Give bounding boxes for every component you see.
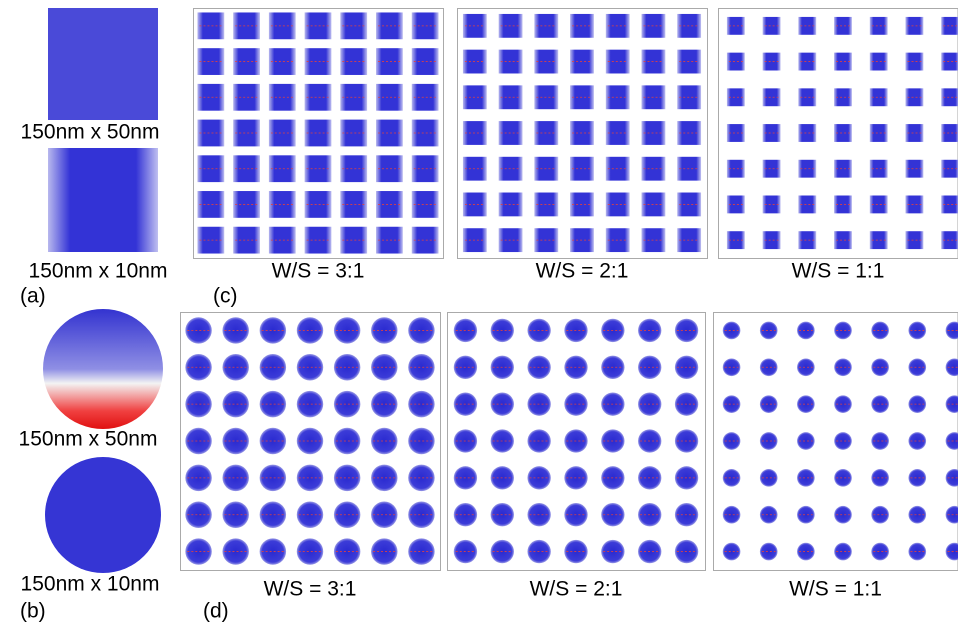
caption: 150nm x 10nm: [21, 573, 160, 596]
panel-label: (a): [20, 285, 46, 308]
element-square: [48, 8, 158, 120]
caption: 150nm x 50nm: [19, 428, 158, 451]
element-disk: [43, 309, 163, 429]
panel-label: (b): [20, 600, 46, 623]
array-caption: W/S = 1:1: [792, 260, 885, 283]
array-caption: W/S = 1:1: [789, 578, 882, 601]
panel-label: (d): [203, 600, 229, 623]
array-caption: W/S = 2:1: [536, 260, 629, 283]
array-caption: W/S = 3:1: [272, 260, 365, 283]
array-caption: W/S = 3:1: [264, 578, 357, 601]
element-disk: [45, 457, 161, 573]
panel-label: (c): [213, 285, 238, 308]
figure: 150nm x 50nm150nm x 10nm(a)150nm x 50nm1…: [0, 0, 958, 632]
array-caption: W/S = 2:1: [530, 578, 623, 601]
caption: 150nm x 50nm: [21, 121, 160, 144]
element-square: [48, 148, 158, 252]
caption: 150nm x 10nm: [29, 260, 168, 283]
